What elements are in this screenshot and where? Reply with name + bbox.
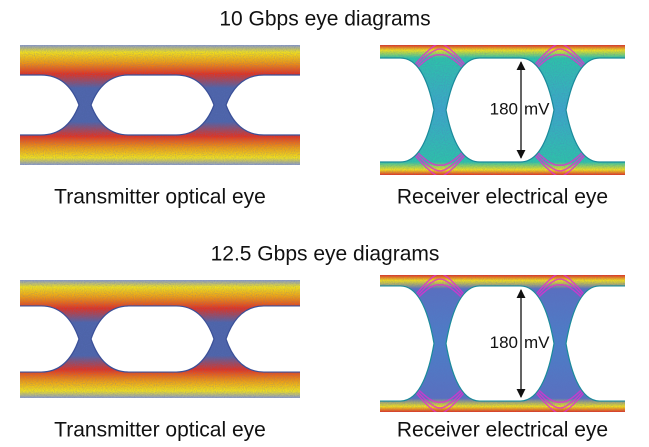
eye-diagram [20,280,300,398]
eye-opening [20,74,80,136]
annotation-value: 180 [490,333,518,352]
eye-diagram [380,45,625,175]
eye-opening [565,285,625,402]
annotation-value: 180 [490,99,518,118]
eye-opening [565,57,625,163]
trace [380,108,441,172]
eye-opening [380,285,435,402]
trace [380,48,441,112]
trace [380,278,441,345]
content: 10 Gbps eye diagrams Transmitter optical … [20,8,625,442]
trace [380,340,441,403]
annotation-unit: mV [524,333,550,352]
trace [380,275,438,344]
trace [380,342,441,409]
trace [380,110,438,175]
eye-opening [20,305,80,373]
section-title: 10 Gbps eye diagrams [219,8,430,31]
panel-caption: Transmitter optical eye [54,419,266,442]
eye-opening [90,305,215,373]
section-title: 12.5 Gbps eye diagrams [211,243,440,266]
eye-opening [445,57,555,163]
panel-caption: Receiver electrical eye [397,419,608,442]
eye-opening [445,285,555,402]
trace [380,45,438,110]
trace [380,343,438,412]
eye-opening [90,74,215,136]
annotation-unit: mV [524,99,550,118]
eye-opening [225,305,300,373]
panel-caption: Transmitter optical eye [54,186,266,209]
panel-caption: Receiver electrical eye [397,186,608,209]
trace [380,54,441,113]
trace [380,107,441,166]
eye-opening [225,74,300,136]
eye-diagram [20,45,300,165]
eye-diagram [380,275,625,412]
trace [380,284,441,347]
eye-opening [380,57,435,163]
